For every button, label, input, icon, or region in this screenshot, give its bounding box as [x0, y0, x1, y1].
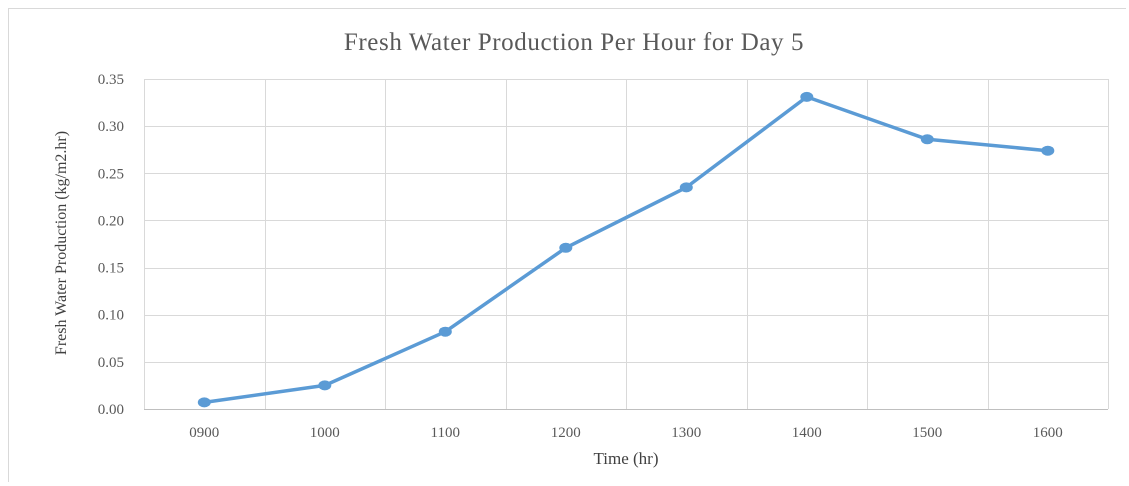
y-tick-label: 0.30: [98, 119, 124, 135]
series-line: [202, 95, 1050, 405]
data-point: [679, 182, 693, 193]
data-point: [1041, 145, 1055, 156]
x-tick-label: 1100: [431, 425, 460, 441]
y-axis-ticks: 0.00 0.05 0.10 0.15 0.20 0.25 0.30 0.35: [98, 72, 124, 418]
x-tick-label: 1000: [310, 425, 340, 441]
y-axis-label: Fresh Water Production (kg/m2.hr): [53, 131, 70, 355]
y-tick-label: 0.25: [98, 166, 124, 182]
data-point: [559, 242, 573, 253]
x-tick-label: 1500: [912, 425, 942, 441]
y-tick-label: 0.10: [98, 308, 124, 324]
data-point: [920, 134, 934, 145]
x-tick-label: 1200: [551, 425, 581, 441]
y-tick-label: 0.35: [98, 72, 124, 88]
data-point: [438, 326, 452, 337]
x-tick-label: 1600: [1033, 425, 1063, 441]
data-point: [197, 397, 211, 408]
chart-title: Fresh Water Production Per Hour for Day …: [344, 29, 804, 56]
gridlines: [144, 79, 1109, 410]
x-tick-label: 1300: [671, 425, 701, 441]
chart-frame: [8, 8, 1126, 482]
x-axis-label: Time (hr): [593, 449, 658, 468]
y-tick-label: 0.00: [98, 402, 124, 418]
y-tick-label: 0.15: [98, 261, 124, 277]
x-tick-label: 0900: [189, 425, 219, 441]
y-tick-label: 0.05: [98, 355, 124, 371]
data-series: [197, 91, 1055, 408]
data-point: [318, 380, 332, 391]
x-tick-label: 1400: [792, 425, 822, 441]
x-axis-ticks: 0900 1000 1100 1200 1300 1400 1500 1600: [189, 425, 1063, 441]
data-point: [800, 91, 814, 102]
y-tick-label: 0.20: [98, 213, 124, 229]
